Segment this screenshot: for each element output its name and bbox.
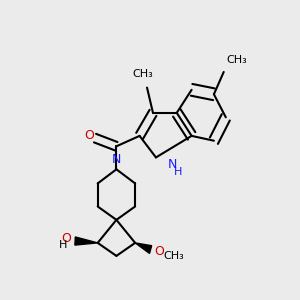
- Text: N: N: [168, 158, 177, 171]
- Text: H: H: [58, 241, 67, 250]
- Text: CH₃: CH₃: [227, 55, 248, 65]
- Text: N: N: [112, 153, 121, 166]
- Text: H: H: [173, 167, 182, 176]
- Polygon shape: [75, 237, 98, 245]
- Text: O: O: [61, 232, 70, 244]
- Text: CH₃: CH₃: [132, 69, 153, 80]
- Polygon shape: [135, 243, 152, 254]
- Text: CH₃: CH₃: [163, 251, 184, 261]
- Text: O: O: [84, 129, 94, 142]
- Text: O: O: [154, 245, 164, 258]
